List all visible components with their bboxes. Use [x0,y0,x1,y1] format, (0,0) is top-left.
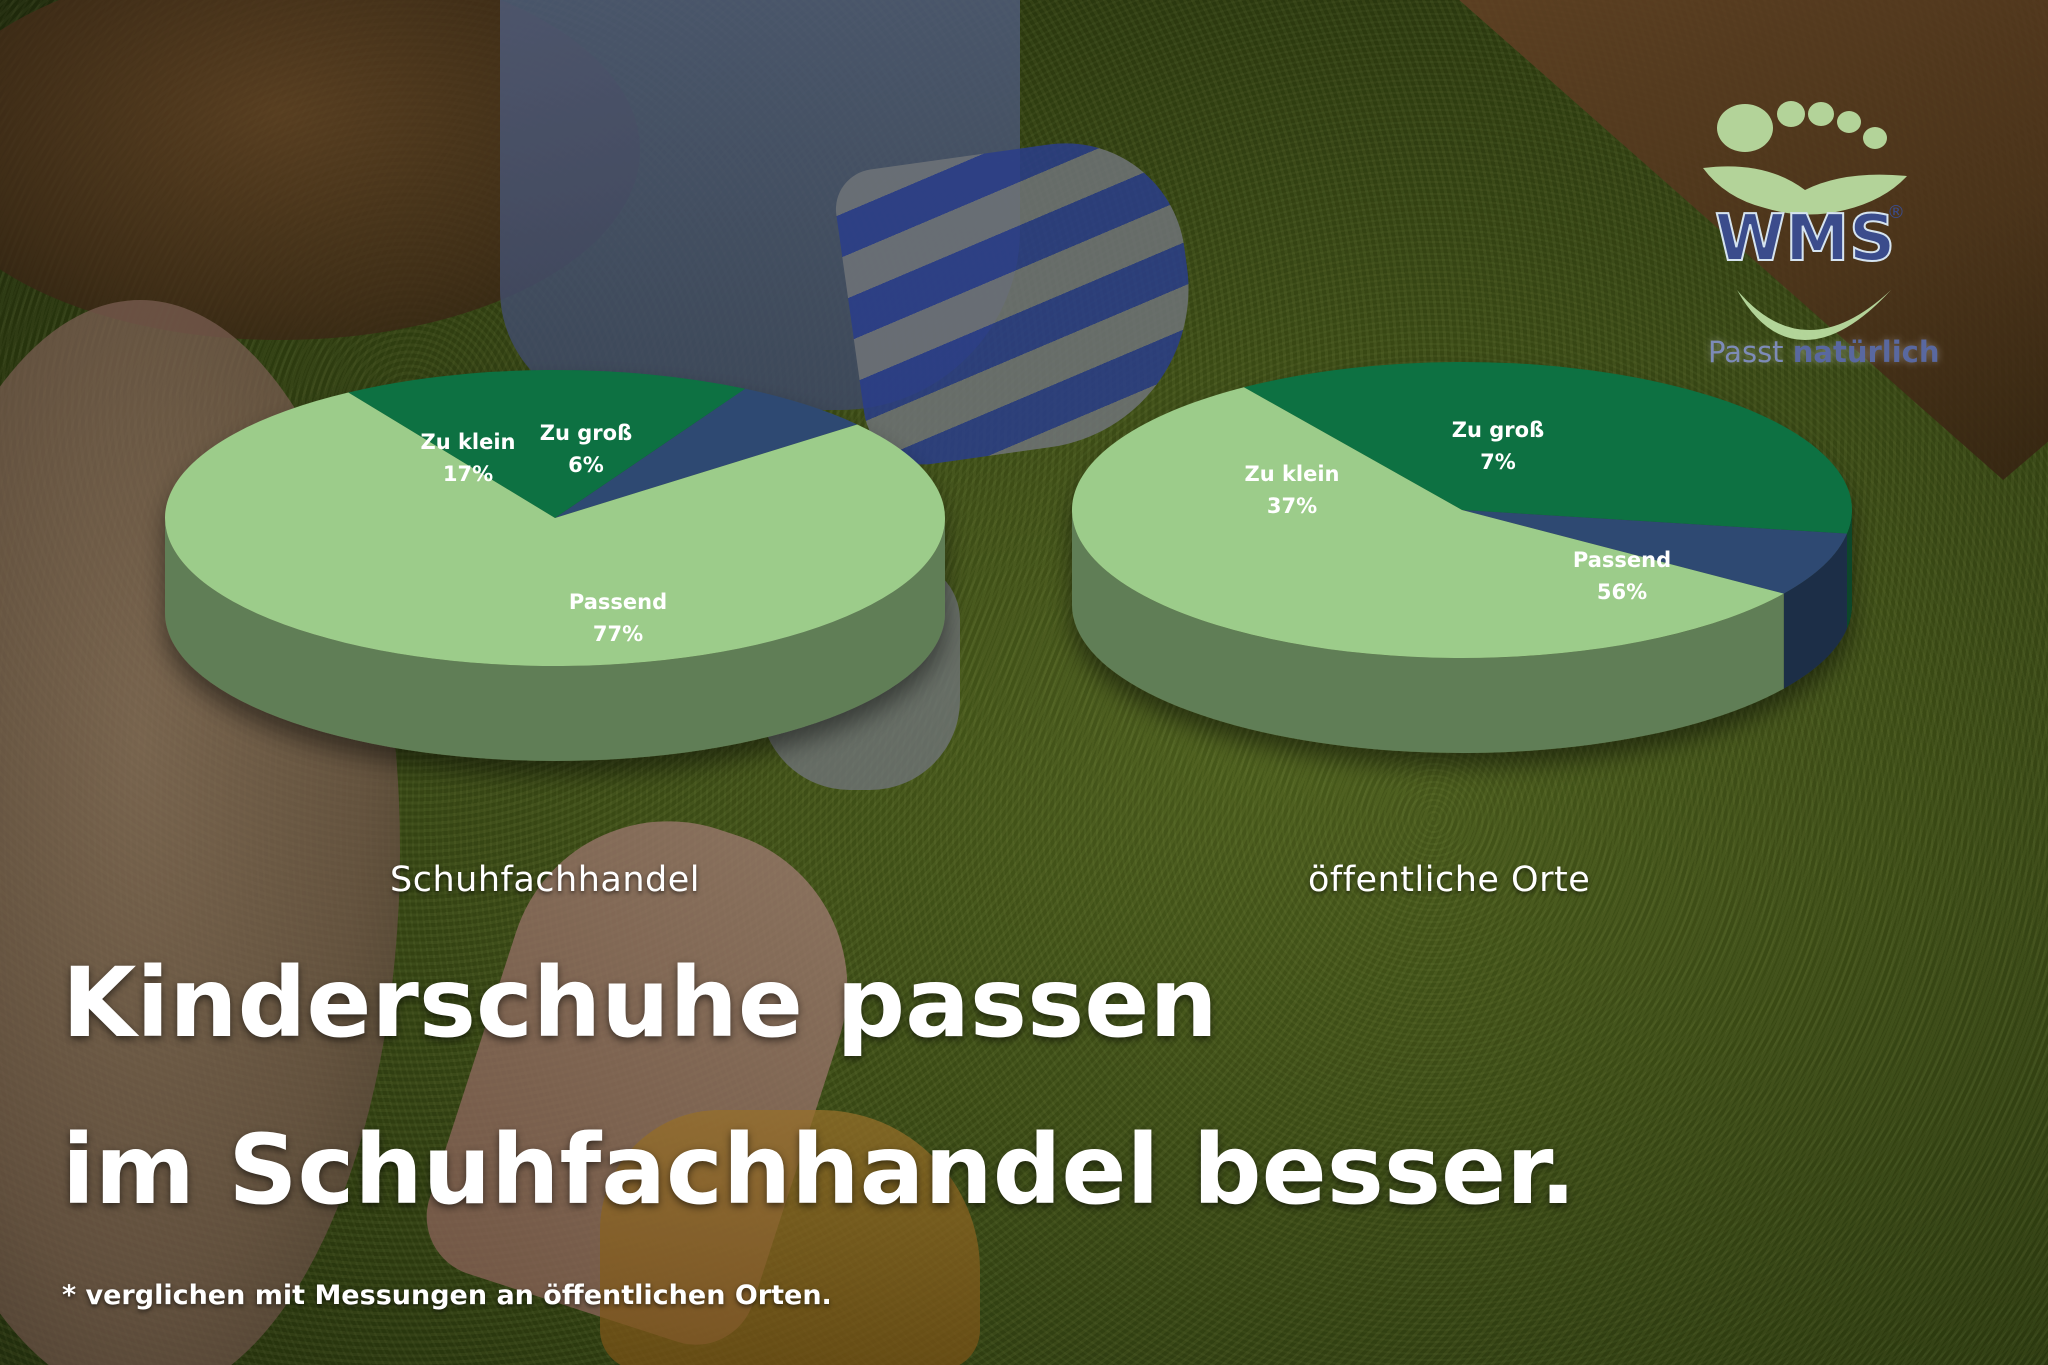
slice-label-name: Zu groß [1452,418,1544,442]
logo-tagline-emphasis: natürlich [1792,335,1940,369]
chart-title-oeffentliche-orte: öffentliche Orte [1308,860,1591,900]
headline-line-2: im Schuhfachhandel besser. [62,1114,1577,1226]
chart-title-schuhfachhandel: Schuhfachhandel [390,860,700,900]
foot-logo-icon: WMS ® [1703,101,1907,340]
pie-slice-zu-groß [1462,510,1847,594]
pie-side-zu-groß [1783,533,1847,689]
child-shoe [600,1110,980,1365]
slice-label-value: 17% [443,462,493,486]
pie-chart-schuhfachhandel [165,370,946,761]
pie-side-passend [165,518,945,761]
pie-side-passend [1072,510,1784,753]
slice-label-name: Zu klein [420,430,515,454]
footnote: * verglichen mit Messungen an öffentlich… [62,1280,832,1311]
logo-tagline-prefix: Passt [1708,335,1793,369]
pie-slice-passend [1072,387,1784,658]
slice-label-name: Zu klein [1244,462,1339,486]
headline-line-1: Kinderschuhe passen [62,947,1218,1059]
slice-label-name: Passend [1573,548,1671,572]
slice-label-value: 6% [568,453,604,477]
slice-label-value: 77% [593,622,643,646]
logo-brand: WMS [1715,202,1895,276]
pie-chart-oeffentliche-orte [1072,361,1853,753]
slice-label-value: 56% [1597,580,1647,604]
pie-slice-passend [165,392,946,667]
slice-label-value: 37% [1267,494,1317,518]
pie-slice-zu-klein [1243,361,1852,534]
registered-mark: ® [1887,202,1905,223]
logo-tagline: Passt natürlich [1708,335,1940,369]
slice-label-name: Passend [569,590,667,614]
pie-slice-zu-groß [555,388,858,518]
slice-label-value: 7% [1480,450,1516,474]
pie-side-zu-klein [1846,510,1853,629]
slice-label-name: Zu groß [540,421,632,445]
pie-slice-zu-klein [348,370,746,518]
